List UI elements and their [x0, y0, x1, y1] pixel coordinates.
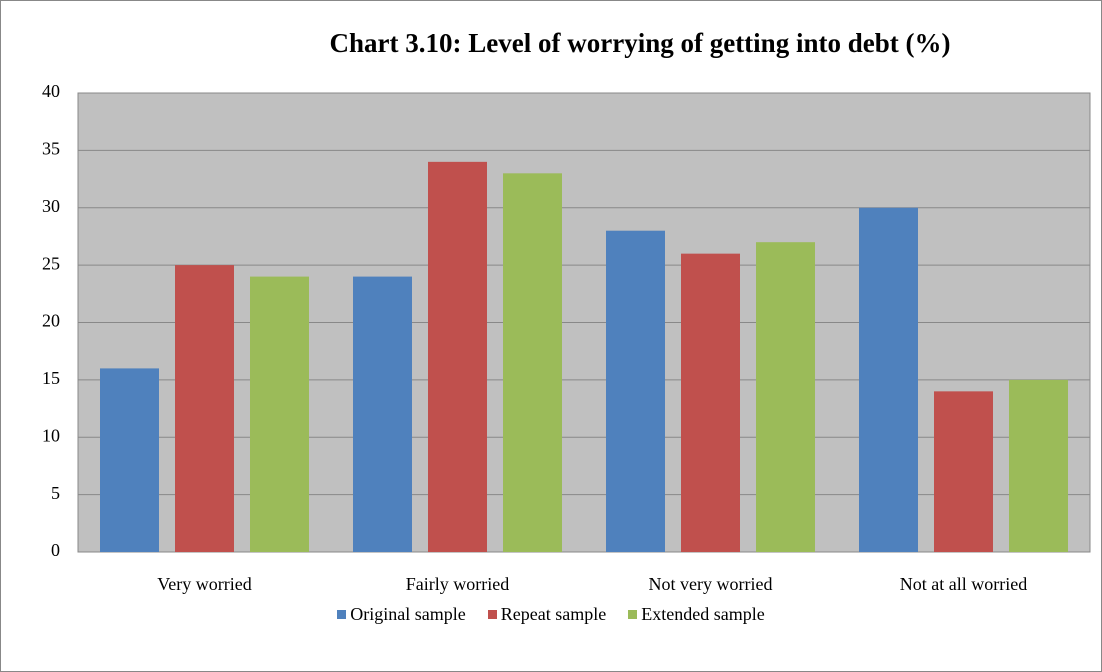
y-tick-label: 0 — [51, 540, 60, 560]
legend-label: Repeat sample — [500, 604, 607, 624]
bar — [859, 207, 918, 552]
legend-item: Extended sample — [628, 604, 765, 625]
bar — [175, 265, 234, 552]
legend-label: Original sample — [350, 604, 466, 624]
y-tick-label: 20 — [42, 311, 60, 331]
bar — [503, 173, 562, 552]
bar — [934, 391, 993, 552]
y-tick-label: 30 — [42, 196, 60, 216]
y-tick-label: 5 — [51, 483, 60, 503]
bar — [353, 276, 412, 552]
legend-label: Extended sample — [641, 604, 765, 624]
bar — [756, 242, 815, 553]
x-tick-label: Very worried — [157, 574, 251, 594]
legend-item: Original sample — [337, 604, 466, 625]
bar — [250, 276, 309, 552]
y-tick-label: 15 — [42, 368, 60, 388]
bar — [100, 368, 159, 552]
bar — [428, 161, 487, 552]
y-tick-label: 10 — [42, 425, 60, 445]
legend-swatch — [337, 610, 347, 619]
bar — [681, 253, 740, 552]
y-tick-label: 25 — [42, 253, 60, 273]
chart-title: Chart 3.10: Level of worrying of getting… — [330, 28, 951, 58]
legend-swatch — [487, 610, 497, 619]
bar — [606, 230, 665, 552]
y-tick-label: 40 — [42, 81, 60, 101]
legend-swatch — [628, 610, 638, 619]
x-tick-label: Not at all worried — [900, 574, 1027, 594]
bar — [1009, 379, 1068, 552]
legend: Original sample Repeat sample Extended sam… — [0, 604, 1102, 625]
x-tick-label: Not very worried — [649, 574, 773, 594]
x-tick-label: Fairly worried — [406, 574, 509, 594]
legend-item: Repeat sample — [487, 604, 607, 625]
y-tick-label: 35 — [42, 139, 60, 159]
